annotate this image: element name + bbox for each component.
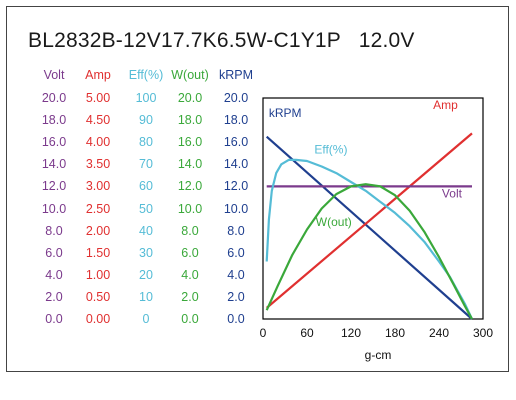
tick-label-volt: 16.0 [41,135,67,150]
column-header-amp: Amp [85,68,111,82]
series-label-amp: Amp [433,98,458,112]
tick-label-volt: 8.0 [45,223,63,238]
tick-label-wout: 0.0 [181,312,199,326]
tick-label-volt: 10.0 [41,201,67,216]
x-tick-label: 240 [429,326,449,340]
chart-frame [6,6,509,372]
x-tick-label: 0 [260,326,267,340]
x-tick-label: 300 [473,326,493,340]
tick-label-wout: 14.0 [177,157,203,172]
tick-label-amp: 2.00 [85,223,111,238]
tick-label-volt: 12.0 [41,179,67,194]
series-label-krpm: kRPM [269,106,302,120]
tick-label-eff: 70 [139,157,153,172]
column-header-krpm: kRPM [218,68,254,82]
tick-label-amp: 0.50 [85,289,111,304]
column-header-volt: Volt [43,68,65,82]
tick-label-eff: 40 [139,223,153,238]
tick-label-volt: 2.0 [45,289,63,304]
tick-label-eff: 30 [139,245,153,260]
x-tick-label: 120 [341,326,361,340]
tick-label-amp: 0.00 [85,312,111,326]
tick-label-eff: 90 [139,113,153,128]
tick-label-eff: 60 [139,179,153,194]
x-tick-label: 60 [300,326,314,340]
tick-label-wout: 12.0 [177,179,203,194]
tick-label-eff: 80 [139,135,153,150]
tick-label-krpm: 16.0 [223,135,249,150]
tick-label-eff: 0 [142,312,150,326]
tick-label-wout: 16.0 [177,135,203,150]
tick-label-volt: 18.0 [41,113,67,128]
tick-label-krpm: 2.0 [227,289,245,304]
tick-label-amp: 1.50 [85,245,111,260]
tick-label-krpm: 12.0 [223,179,249,194]
plot-area [262,97,484,320]
series-label-volt: Volt [442,186,463,200]
tick-label-krpm: 6.0 [227,245,245,260]
tick-label-wout: 10.0 [177,201,203,216]
tick-label-eff: 20 [139,267,153,282]
tick-label-volt: 14.0 [41,157,67,172]
tick-label-wout: 2.0 [181,289,199,304]
tick-label-amp: 3.00 [85,179,111,194]
series-line-wout [265,183,473,320]
tick-label-wout: 8.0 [181,223,199,238]
column-header-eff: Eff(%) [128,68,164,82]
tick-label-volt: 20.0 [41,91,67,105]
tick-label-krpm: 14.0 [223,157,249,172]
tick-label-volt: 4.0 [45,267,63,282]
tick-label-krpm: 10.0 [223,201,249,216]
x-tick-label: 180 [385,326,405,340]
tick-label-amp: 4.50 [85,113,111,128]
tick-label-krpm: 4.0 [227,267,245,282]
series-line-krpm [265,135,473,320]
column-header-wout: W(out) [171,68,209,82]
tick-label-krpm: 8.0 [227,223,245,238]
tick-label-wout: 6.0 [181,245,199,260]
tick-label-krpm: 18.0 [223,113,249,128]
tick-label-amp: 2.50 [85,201,111,216]
chart-title: BL2832B-12V17.7K6.5W-C1Y1P 12.0V [28,29,415,52]
tick-label-amp: 4.00 [85,135,111,150]
tick-label-amp: 1.00 [85,267,111,282]
series-label-eff: Eff(%) [314,142,347,156]
series-label-wout: W(out) [316,215,352,229]
tick-label-wout: 18.0 [177,113,203,128]
x-axis-label: g-cm [365,348,392,362]
tick-label-krpm: 20.0 [223,91,249,105]
tick-label-eff: 100 [135,91,157,105]
tick-label-amp: 5.00 [85,91,111,105]
tick-label-eff: 50 [139,201,153,216]
series-line-amp [265,132,473,309]
tick-label-volt: 6.0 [45,245,63,260]
tick-label-amp: 3.50 [85,157,111,172]
tick-label-krpm: 0.0 [227,312,245,326]
tick-label-wout: 4.0 [181,267,199,282]
tick-label-volt: 0.0 [45,312,63,326]
tick-label-wout: 20.0 [177,91,203,105]
tick-label-eff: 10 [139,289,153,304]
